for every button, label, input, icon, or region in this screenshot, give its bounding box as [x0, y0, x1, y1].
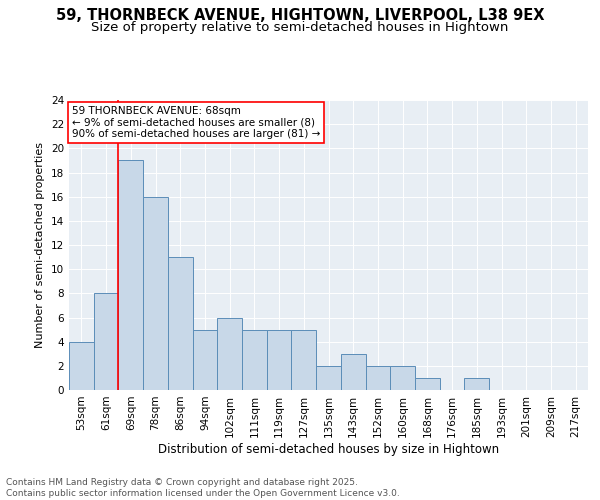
Bar [464, 378, 489, 390]
X-axis label: Distribution of semi-detached houses by size in Hightown: Distribution of semi-detached houses by … [158, 442, 499, 456]
Text: 59 THORNBECK AVENUE: 68sqm
← 9% of semi-detached houses are smaller (8)
90% of s: 59 THORNBECK AVENUE: 68sqm ← 9% of semi-… [71, 106, 320, 139]
Bar [267, 330, 292, 390]
Text: Size of property relative to semi-detached houses in Hightown: Size of property relative to semi-detach… [91, 21, 509, 34]
Bar [390, 366, 415, 390]
Y-axis label: Number of semi-detached properties: Number of semi-detached properties [35, 142, 46, 348]
Text: 59, THORNBECK AVENUE, HIGHTOWN, LIVERPOOL, L38 9EX: 59, THORNBECK AVENUE, HIGHTOWN, LIVERPOO… [56, 8, 544, 22]
Bar [341, 354, 365, 390]
Bar [193, 330, 217, 390]
Bar [168, 257, 193, 390]
Bar [365, 366, 390, 390]
Bar [292, 330, 316, 390]
Bar [316, 366, 341, 390]
Bar [143, 196, 168, 390]
Bar [415, 378, 440, 390]
Text: Contains HM Land Registry data © Crown copyright and database right 2025.
Contai: Contains HM Land Registry data © Crown c… [6, 478, 400, 498]
Bar [118, 160, 143, 390]
Bar [242, 330, 267, 390]
Bar [69, 342, 94, 390]
Bar [217, 318, 242, 390]
Bar [94, 294, 118, 390]
